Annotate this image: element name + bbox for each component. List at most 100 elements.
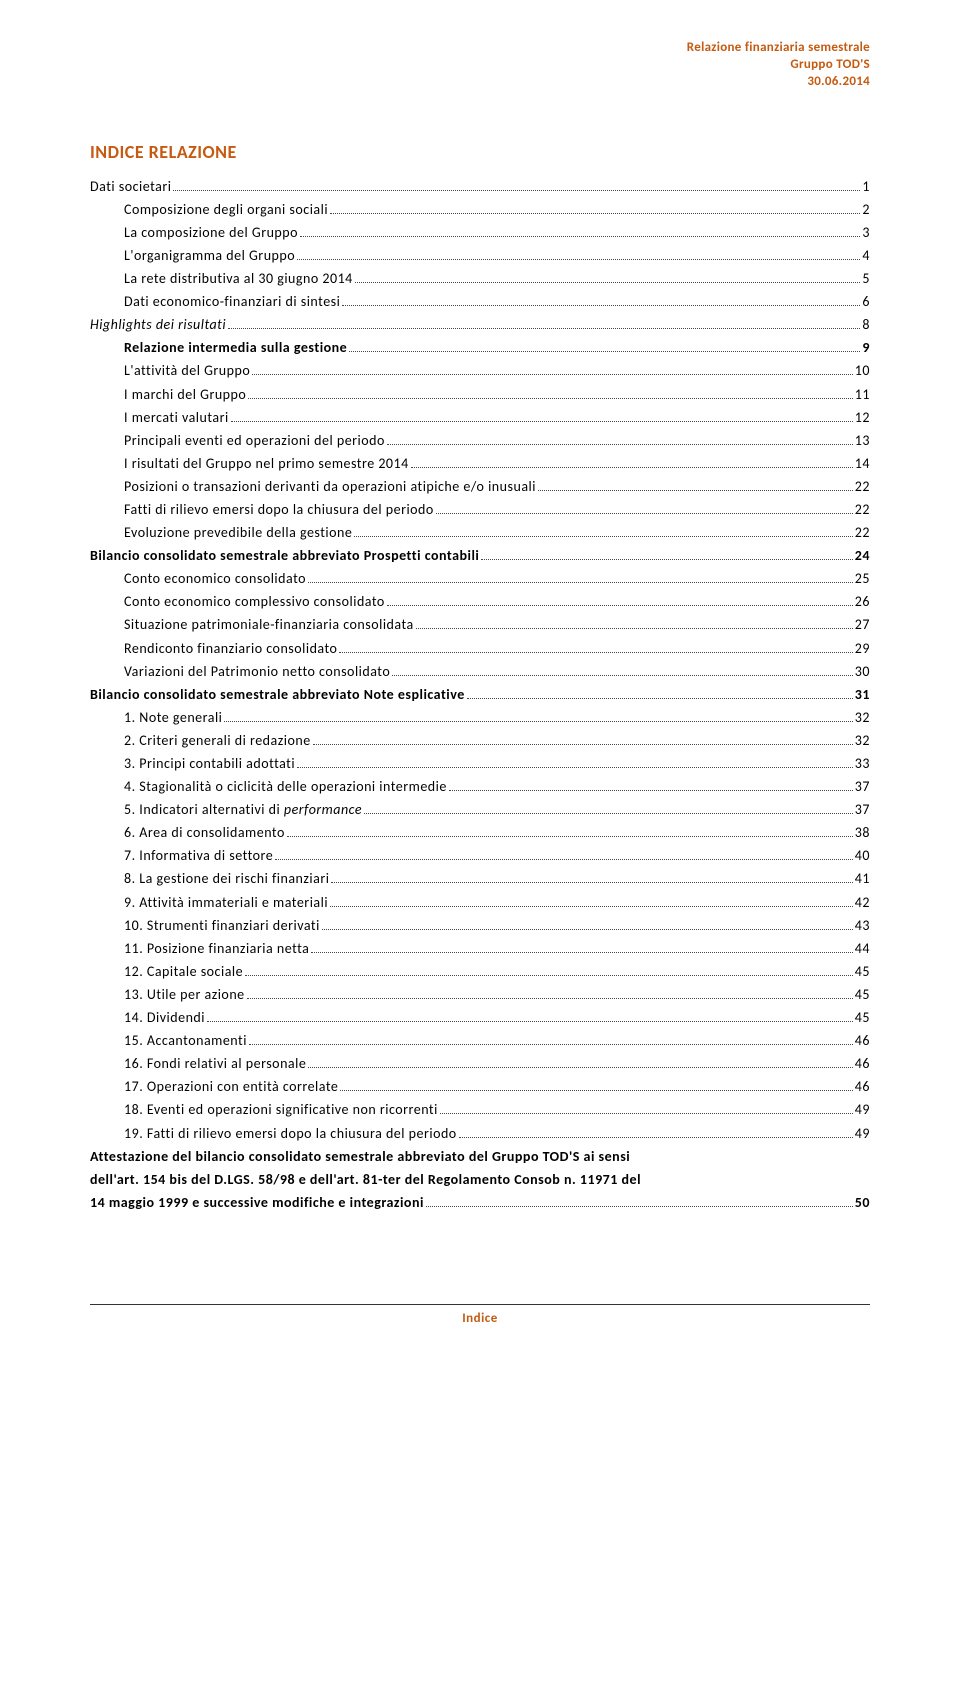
toc-page: 46 [855,1029,870,1052]
toc-label: L'organigramma del Gruppo [124,244,295,267]
toc-leader-dots [426,1206,853,1207]
header-line-3: 30.06.2014 [90,74,870,91]
toc-page: 22 [855,521,870,544]
attestation-last-label: 14 maggio 1999 e successive modifiche e … [90,1191,424,1214]
toc-label: Situazione patrimoniale-finanziaria cons… [124,613,414,636]
toc-leader-dots [340,1090,852,1091]
toc-label: 2. Criteri generali di redazione [124,729,311,752]
toc-label: I risultati del Gruppo nel primo semestr… [124,452,409,475]
toc-row: 13. Utile per azione 45 [90,983,870,1006]
toc-leader-dots [297,767,853,768]
toc-label: Highlights dei risultati [90,313,226,336]
toc-page: 46 [855,1075,870,1098]
toc-label: 7. Informativa di settore [124,844,273,867]
toc-leader-dots [297,259,860,260]
toc-row: Evoluzione prevedibile della gestione 22 [90,521,870,544]
toc-leader-dots [252,374,853,375]
toc-row: 11. Posizione finanziaria netta 44 [90,937,870,960]
toc-page: 13 [855,429,870,452]
toc-label: Bilancio consolidato semestrale abbrevia… [90,683,465,706]
toc-label: 3. Principi contabili adottati [124,752,295,775]
toc-row: Fatti di rilievo emersi dopo la chiusura… [90,498,870,521]
toc-label: Evoluzione prevedibile della gestione [124,521,352,544]
toc-row: L'attività del Gruppo 10 [90,359,870,382]
toc-row: 9. Attività immateriali e materiali 42 [90,891,870,914]
toc-label: 19. Fatti di rilievo emersi dopo la chiu… [124,1122,457,1145]
footer-text: Indice [90,1311,870,1326]
toc-row: Situazione patrimoniale-finanziaria cons… [90,613,870,636]
toc-leader-dots [224,721,852,722]
toc-row: Bilancio consolidato semestrale abbrevia… [90,544,870,567]
toc-leader-dots [275,859,853,860]
toc-label: 15. Accantonamenti [124,1029,247,1052]
toc-row: 6. Area di consolidamento 38 [90,821,870,844]
toc-label: Posizioni o transazioni derivanti da ope… [124,475,536,498]
toc-leader-dots [467,698,853,699]
toc-page: 11 [855,383,870,406]
toc-row: I mercati valutari 12 [90,406,870,429]
toc-leader-dots [416,628,853,629]
toc-row: La rete distributiva al 30 giugno 2014 5 [90,267,870,290]
toc-label: L'attività del Gruppo [124,359,250,382]
toc-leader-dots [387,444,853,445]
toc-row: 2. Criteri generali di redazione 32 [90,729,870,752]
toc-leader-dots [330,906,853,907]
toc-row: 14. Dividendi 45 [90,1006,870,1029]
toc-label: 17. Operazioni con entità correlate [124,1075,338,1098]
toc-label: Conto economico consolidato [124,567,306,590]
toc-page: 12 [855,406,870,429]
toc-row: Dati economico-finanziari di sintesi 6 [90,290,870,313]
toc-row: L'organigramma del Gruppo 4 [90,244,870,267]
toc-page: 24 [855,544,870,567]
toc-page: 1 [862,175,870,198]
toc-label: 9. Attività immateriali e materiali [124,891,328,914]
toc-page: 49 [855,1098,870,1121]
toc-page: 10 [855,359,870,382]
toc-row: Rendiconto finanziario consolidato 29 [90,637,870,660]
toc-leader-dots [330,213,860,214]
toc-row: I marchi del Gruppo 11 [90,383,870,406]
toc-row: 3. Principi contabili adottati 33 [90,752,870,775]
toc-row: Dati societari 1 [90,175,870,198]
toc-row: 8. La gestione dei rischi finanziari 41 [90,867,870,890]
toc-row: 19. Fatti di rilievo emersi dopo la chiu… [90,1122,870,1145]
page-title: INDICE RELAZIONE [90,141,870,163]
toc-page: 37 [855,798,870,821]
toc-row: Bilancio consolidato semestrale abbrevia… [90,683,870,706]
toc-label: 10. Strumenti finanziari derivati [124,914,320,937]
toc-leader-dots [349,351,860,352]
toc-leader-dots [331,882,852,883]
toc-row: 1. Note generali 32 [90,706,870,729]
toc-leader-dots [411,467,853,468]
toc-leader-dots [364,813,853,814]
toc-page: 22 [855,475,870,498]
toc-label: Dati economico-finanziari di sintesi [124,290,340,313]
toc-label: 6. Area di consolidamento [124,821,285,844]
toc-row: Relazione intermedia sulla gestione 9 [90,336,870,359]
toc-label: 8. La gestione dei rischi finanziari [124,867,329,890]
toc-page: 5 [862,267,870,290]
toc-label: Variazioni del Patrimonio netto consolid… [124,660,390,683]
toc-page: 45 [855,960,870,983]
toc-row: Principali eventi ed operazioni del peri… [90,429,870,452]
table-of-contents: Dati societari 1Composizione degli organ… [90,175,870,1145]
header-line-1: Relazione finanziaria semestrale [90,40,870,57]
toc-label: 1. Note generali [124,706,222,729]
toc-leader-dots [207,1021,853,1022]
toc-label: Conto economico complessivo consolidato [124,590,385,613]
toc-row: 16. Fondi relativi al personale 46 [90,1052,870,1075]
toc-leader-dots [354,536,852,537]
toc-page: 4 [862,244,870,267]
toc-row: 4. Stagionalità o ciclicità delle operaz… [90,775,870,798]
header-line-2: Gruppo TOD'S [90,57,870,74]
toc-label: Fatti di rilievo emersi dopo la chiusura… [124,498,434,521]
toc-leader-dots [300,236,860,237]
toc-leader-dots [308,1067,852,1068]
toc-label: Rendiconto finanziario consolidato [124,637,337,660]
toc-row: 5. Indicatori alternativi di performance… [90,798,870,821]
toc-page: 22 [855,498,870,521]
toc-page: 42 [855,891,870,914]
toc-leader-dots [231,421,853,422]
toc-leader-dots [481,559,852,560]
toc-page: 45 [855,1006,870,1029]
